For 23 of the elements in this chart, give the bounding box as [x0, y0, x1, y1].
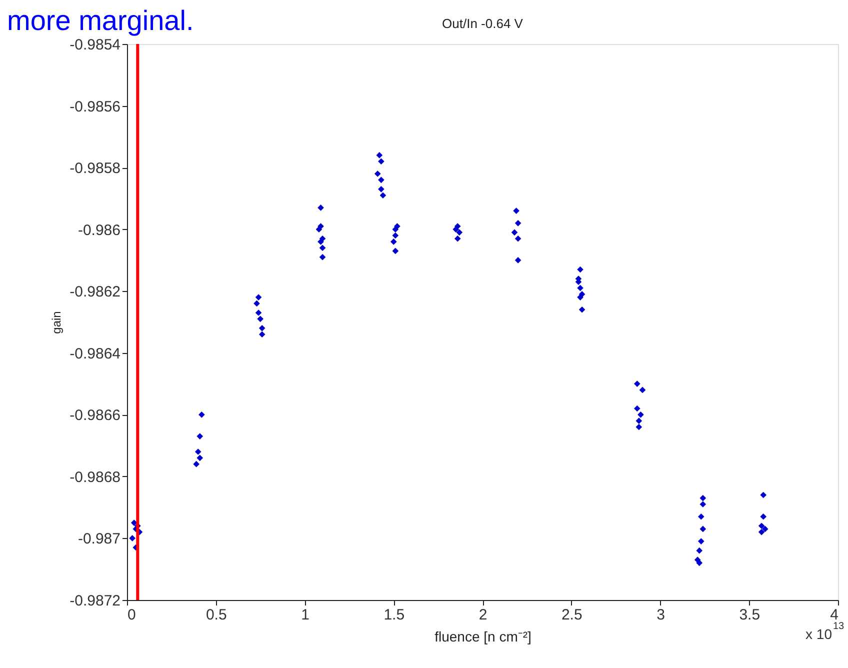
x-tick-label: 0: [128, 606, 136, 624]
x-tick-label: 0.5: [206, 606, 227, 624]
x-tick-label: 2.5: [561, 606, 582, 624]
x-tick-label: 4: [830, 606, 838, 624]
x-axis-title: fluence [n cm⁻²]: [434, 628, 532, 644]
y-tick-label: -0.987: [78, 530, 120, 548]
y-tick-label: -0.9872: [70, 592, 120, 610]
y-tick-label: -0.9858: [70, 160, 120, 178]
y-tick-label: -0.986: [78, 222, 120, 239]
y-tick-label: -0.9862: [70, 284, 120, 301]
x-tick-label: 1: [301, 606, 310, 624]
y-tick-label: -0.9854: [70, 36, 120, 54]
text: more marginal.: [7, 5, 194, 36]
y-tick-label: -0.9866: [70, 407, 120, 424]
x-tick-label: 3.5: [739, 606, 760, 624]
y-tick-label: -0.9868: [70, 468, 120, 486]
x-tick-label: 2: [478, 606, 488, 624]
x-tick-label: 1.5: [384, 606, 405, 624]
x-tick-label: 3: [656, 606, 665, 624]
y-tick-label: -0.9856: [70, 98, 120, 116]
chart-title: Out/In -0.64 V: [442, 16, 524, 31]
y-axis-title: gain: [50, 311, 64, 334]
y-tick-label: -0.9864: [70, 345, 120, 362]
